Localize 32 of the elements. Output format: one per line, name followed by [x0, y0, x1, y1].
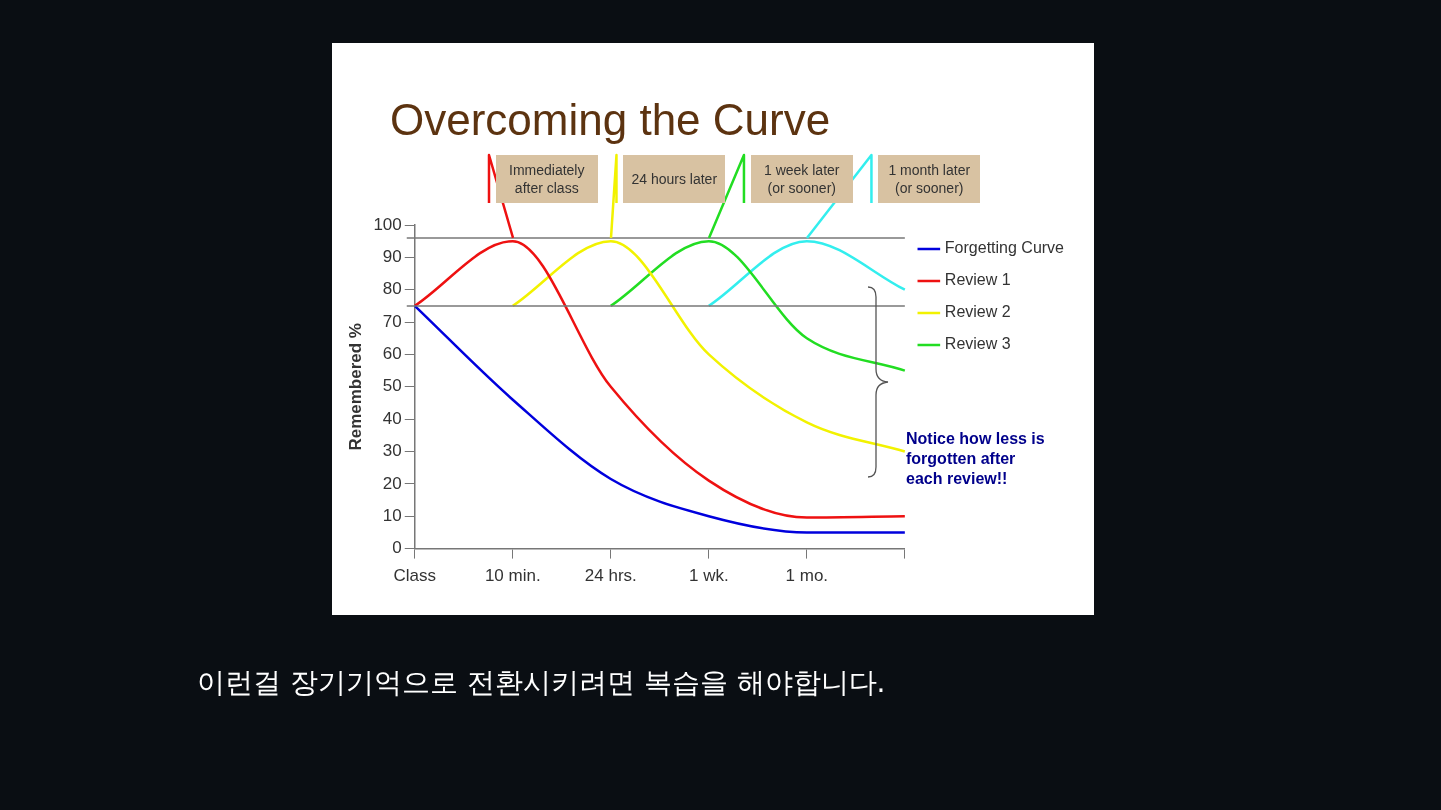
y-tick-label: 70 — [382, 311, 402, 331]
x-tick-label: Class — [393, 566, 437, 586]
chart-title: Overcoming the Curve — [390, 95, 831, 144]
text: 이런걸 장기기억으로 전환시키려면 복습을 해야합니다. — [197, 665, 886, 701]
legend-label: Review 1 — [944, 271, 1011, 289]
y-tick-label: 0 — [392, 538, 402, 558]
x-tick-label: 1 wk. — [688, 566, 729, 586]
text: 1 week later (or sooner) — [750, 155, 853, 203]
line-series — [609, 239, 907, 372]
text: 1 month later (or sooner) — [878, 155, 981, 203]
y-tick-label: 50 — [382, 376, 402, 396]
y-tick-label: 20 — [382, 473, 402, 493]
text: Notice how less is forgotten after each review!! — [906, 429, 1046, 489]
y-axis-title: Remembered % — [345, 323, 365, 451]
x-tick-label: 1 mo. — [785, 566, 829, 586]
legend-label: Forgetting Curve — [944, 239, 1065, 257]
text: Immediately after class — [495, 155, 598, 203]
x-tick-label: 24 hrs. — [584, 566, 637, 586]
y-tick-label: 100 — [373, 214, 402, 234]
line-series — [413, 239, 907, 519]
line-series — [413, 304, 907, 534]
y-tick-label: 80 — [382, 279, 402, 299]
y-tick-label: 30 — [382, 441, 402, 461]
y-tick-label: 90 — [382, 247, 402, 267]
y-tick-label: 60 — [382, 344, 402, 364]
line-series — [511, 239, 907, 453]
text: 24 hours later — [623, 155, 726, 203]
x-tick-label: 10 min. — [484, 566, 541, 586]
y-tick-label: 10 — [382, 505, 402, 525]
legend-label: Review 2 — [944, 303, 1011, 321]
y-tick-label: 40 — [382, 408, 402, 428]
legend-label: Review 3 — [944, 335, 1011, 353]
